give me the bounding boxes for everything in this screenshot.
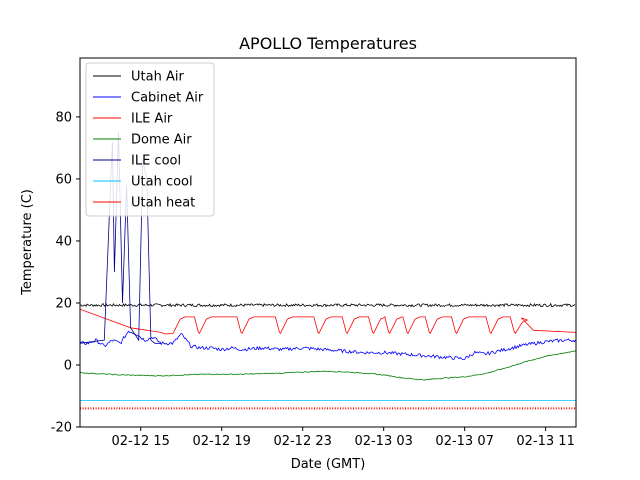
y-tick-label: 0: [64, 358, 72, 373]
legend-label: Cabinet Air: [131, 91, 204, 106]
legend-label: Dome Air: [131, 133, 192, 148]
x-tick-label: 02-12 15: [112, 434, 170, 449]
legend-label: Utah cool: [131, 175, 193, 190]
x-tick-label: 02-13 03: [354, 434, 412, 449]
x-tick-label: 02-13 07: [435, 434, 493, 449]
legend-label: Utah heat: [131, 196, 195, 211]
plot-frame: [79, 57, 577, 428]
legend-label: Utah Air: [131, 70, 184, 85]
x-tick-label: 02-12 23: [273, 434, 331, 449]
series-line-ile-air: [80, 308, 576, 335]
x-tick-label: 02-12 19: [192, 434, 250, 449]
y-tick-label: -20: [51, 421, 72, 436]
series-line-utah-air: [80, 302, 576, 308]
y-tick-label: 40: [55, 234, 72, 249]
legend-label: ILE cool: [131, 154, 181, 169]
plot-content: [80, 132, 576, 410]
legend-box: [85, 62, 215, 217]
y-axis-label: Temperature (C): [20, 189, 35, 296]
legend: Utah Air Cabinet Air ILE Air Dome Air ILE co…: [85, 62, 215, 217]
series-line-dome-air: [80, 350, 576, 381]
y-tick-label: 20: [55, 296, 72, 311]
x-tick-label: 02-13 11: [516, 434, 574, 449]
axis-ticks: -20 0 20 40 60 80 02-12 15 02-12 19 02-12 23 02-1…: [51, 110, 575, 449]
chart-title: APOLLO Temperatures: [239, 34, 417, 53]
series-line-cabinet-air: [80, 330, 576, 361]
x-axis-label: Date (GMT): [291, 457, 366, 472]
y-tick-label: 60: [55, 172, 72, 187]
legend-label: ILE Air: [131, 112, 173, 127]
y-tick-label: 80: [55, 110, 72, 125]
